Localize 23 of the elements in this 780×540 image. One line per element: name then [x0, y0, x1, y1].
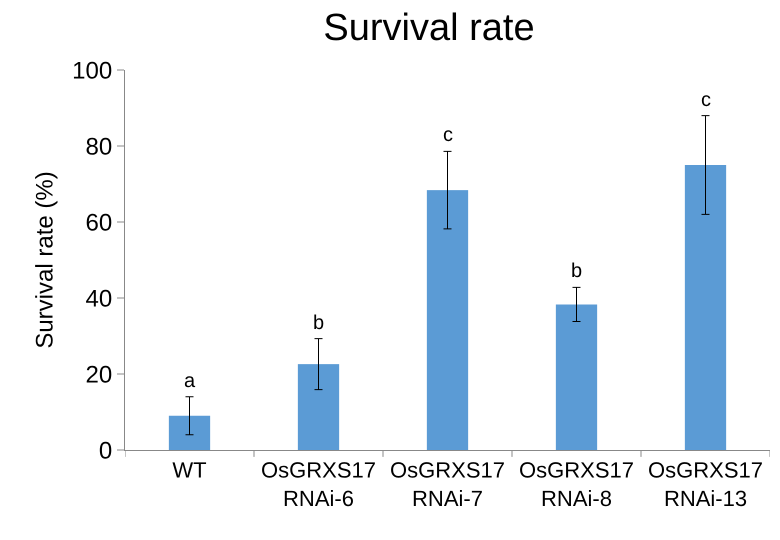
annotation: a	[184, 370, 196, 392]
y-tick-label: 20	[85, 361, 112, 388]
bar	[684, 165, 726, 450]
annotation: b	[571, 260, 582, 282]
y-tick-label: 100	[72, 57, 112, 84]
chart-title: Survival rate	[323, 7, 535, 50]
x-tick-label: OsGRXS17 RNAi-13	[648, 457, 763, 511]
annotation: b	[313, 312, 324, 334]
x-tick-label: WT	[172, 457, 207, 482]
y-tick-label: 60	[85, 209, 112, 236]
bar	[298, 364, 340, 450]
y-tick-label: 0	[98, 437, 112, 464]
x-tick-label: OsGRXS17 RNAi-6	[261, 457, 376, 511]
annotation: c	[701, 89, 711, 111]
y-tick-label: 80	[85, 133, 112, 160]
x-tick-label: OsGRXS17 RNAi-8	[519, 457, 634, 511]
x-tick-label: OsGRXS17 RNAi-7	[390, 457, 505, 511]
y-axis-title: Survival rate (%)	[31, 171, 58, 349]
bar	[426, 190, 468, 450]
annotation: c	[443, 124, 453, 146]
bar	[556, 304, 598, 450]
bar	[168, 416, 210, 450]
y-tick-label: 40	[85, 285, 112, 312]
